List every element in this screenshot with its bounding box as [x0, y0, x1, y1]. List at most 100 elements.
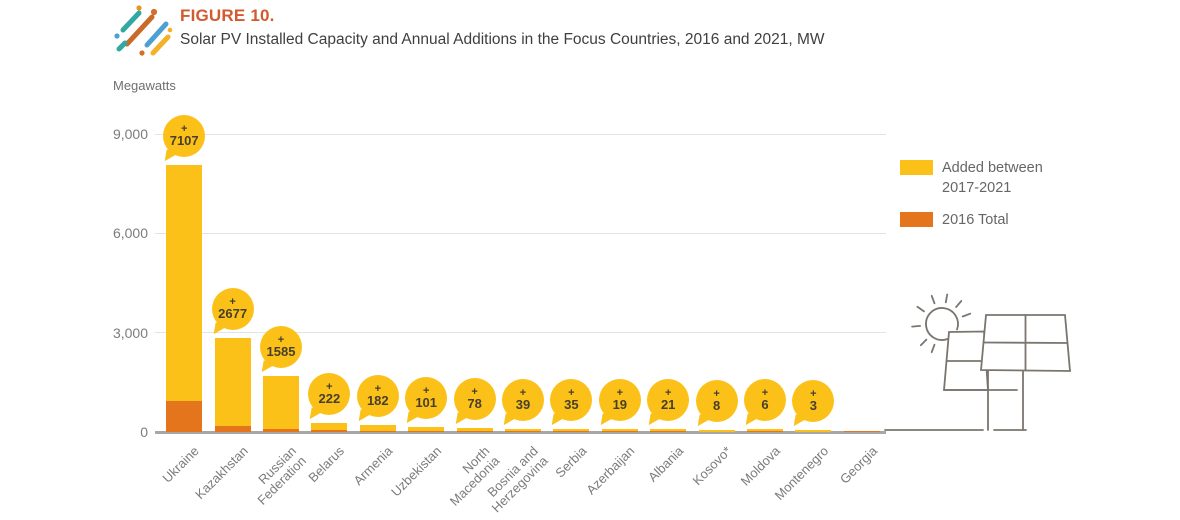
x-axis-country-label: Kosovo* [689, 443, 735, 489]
added-value-bubble: +19 [598, 378, 641, 421]
bar-added-segment [698, 430, 735, 432]
bar-2016-segment [650, 430, 687, 432]
plus-sign: + [326, 380, 333, 393]
bar-added-segment [359, 424, 396, 431]
plus-sign: + [471, 386, 478, 399]
plus-sign: + [519, 386, 527, 399]
y-axis-tick-label: 3,000 [112, 324, 148, 341]
legend-label-2016-total: 2016 Total [942, 212, 1009, 228]
bar-added-segment [747, 428, 783, 431]
bar-added-segment [601, 428, 638, 431]
x-axis-country-label: Russian Federation [253, 443, 309, 508]
y-axis-tick-label: 9,000 [112, 126, 148, 142]
report-logo-icon [114, 5, 173, 56]
figure-label: FIGURE 10. [180, 6, 275, 25]
bar-added-segment [311, 422, 348, 431]
added-value-label: 101 [415, 395, 438, 411]
bar-added-segment [408, 427, 445, 431]
added-value-label: 6 [761, 396, 769, 412]
plus-sign: + [277, 334, 285, 347]
bar-added-segment [166, 165, 203, 401]
x-axis-country-label: Ukraine [159, 443, 203, 486]
added-value-label: 3 [809, 398, 817, 414]
bar-added-segment [214, 337, 251, 427]
legend-label-added: Added between 2017-2021 [942, 160, 1043, 196]
chart-legend: Added between 2017-2021 2016 Total [900, 158, 1043, 242]
solar-panels-sun-illustration-icon [884, 293, 1071, 431]
added-value-bubble: +182 [356, 374, 399, 417]
legend-swatch-added [900, 160, 933, 175]
bar-2016-segment [505, 430, 541, 432]
x-axis-country-label: Serbia [552, 443, 590, 481]
added-value-bubble: +7107 [163, 115, 206, 158]
plus-sign: + [761, 386, 769, 399]
added-value-bubble: +35 [550, 378, 593, 421]
x-axis-country-label: Albania [644, 443, 687, 485]
plus-sign: + [422, 385, 430, 398]
added-value-bubble: +8 [695, 380, 738, 423]
plus-sign: + [568, 386, 575, 399]
x-axis-country-label: Armenia [350, 443, 396, 489]
x-axis-country-label: Georgia [836, 443, 880, 487]
added-value-bubble: +222 [308, 372, 351, 415]
added-value-label: 19 [612, 396, 628, 412]
plus-sign: + [229, 295, 236, 308]
added-value-label: 21 [660, 396, 676, 412]
bar-2016-segment [553, 430, 590, 432]
gridline-9000 [155, 133, 886, 135]
legend-swatch-2016-total [900, 212, 933, 227]
plus-sign: + [180, 123, 188, 136]
added-value-bubble: +101 [405, 377, 448, 420]
x-axis-country-label: Uzbekistan [388, 443, 445, 500]
added-value-bubble: +39 [502, 378, 544, 421]
plus-sign: + [810, 388, 817, 401]
legend-item-2016-total: 2016 Total [900, 210, 1043, 230]
bar-added-segment [263, 376, 299, 429]
gridline-3000 [155, 332, 886, 334]
bar-2016-segment [747, 430, 783, 432]
plus-sign: + [616, 386, 624, 399]
plus-sign: + [374, 382, 382, 395]
added-value-label: 78 [467, 396, 482, 412]
bar-added-segment [553, 428, 590, 431]
x-axis-country-label: Moldova [737, 443, 783, 489]
bar-added-segment [505, 428, 541, 431]
added-value-bubble: +21 [647, 378, 690, 421]
added-value-label: 182 [366, 392, 389, 408]
added-value-label: 2677 [218, 305, 248, 321]
added-value-label: 8 [712, 398, 721, 414]
added-value-label: 1585 [266, 344, 296, 360]
bar-added-segment [456, 428, 493, 431]
y-axis-unit-label: Megawatts [113, 78, 176, 93]
added-value-bubble: +3 [792, 380, 835, 423]
bar-2016-segment [843, 430, 880, 432]
x-axis-country-label: Azerbaijan [583, 443, 638, 498]
bar-2016-segment [166, 400, 203, 432]
plus-sign: + [713, 388, 720, 401]
added-value-label: 7107 [169, 133, 199, 149]
bar-2016-segment [263, 428, 299, 432]
legend-item-added: Added between 2017-2021 [900, 158, 1043, 198]
figure-title: Solar PV Installed Capacity and Annual A… [180, 31, 825, 48]
bar-2016-segment [214, 426, 251, 432]
bar-2016-segment [359, 430, 396, 432]
added-value-bubble: +1585 [260, 326, 302, 369]
added-value-label: 222 [318, 390, 341, 406]
bar-2016-segment [311, 430, 348, 432]
added-value-bubble: +78 [453, 378, 496, 421]
x-axis-country-label: Belarus [305, 443, 348, 486]
gridline-6000 [155, 232, 886, 234]
added-value-bubble: +2677 [211, 287, 254, 330]
bar-2016-segment [601, 430, 638, 432]
bar-2016-segment [456, 430, 493, 432]
added-value-bubble: +6 [744, 378, 786, 421]
added-value-label: 35 [564, 396, 579, 412]
x-axis-line [155, 431, 886, 434]
plus-sign: + [664, 386, 672, 399]
y-axis-tick-label: 0 [140, 424, 148, 440]
bar-added-segment [795, 430, 832, 432]
bar-added-segment [650, 428, 687, 431]
y-axis-tick-label: 6,000 [112, 225, 148, 242]
